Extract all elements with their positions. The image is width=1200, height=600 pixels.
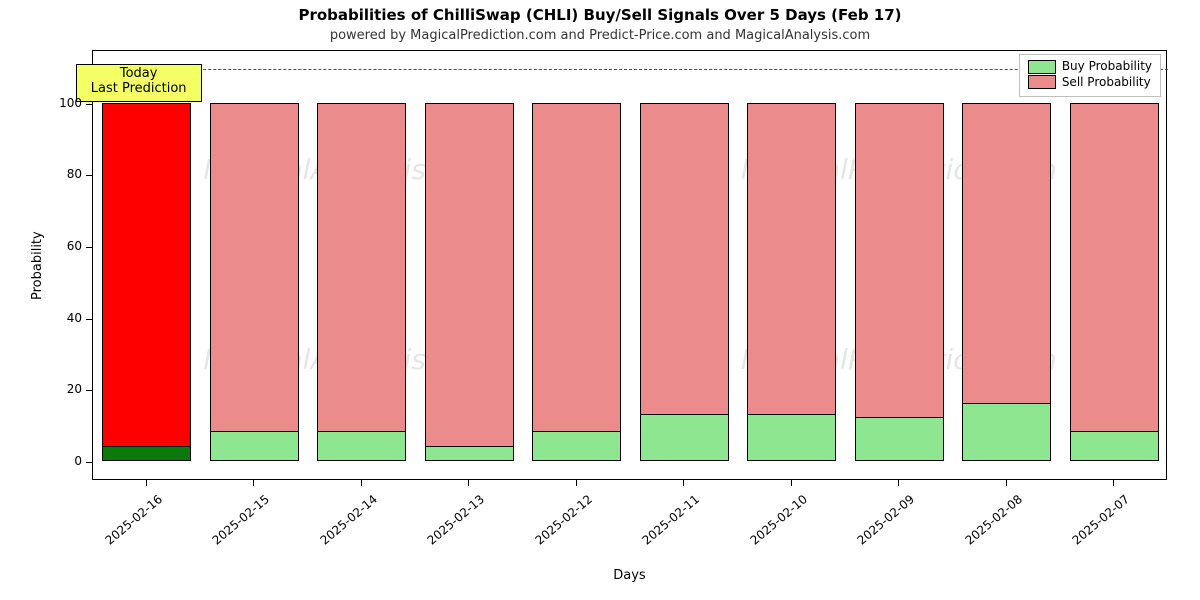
bar-stack xyxy=(532,103,621,461)
bar-segment-buy xyxy=(102,447,191,461)
y-tick-mark xyxy=(86,247,92,248)
y-tick-label: 0 xyxy=(42,454,82,468)
bar-stack xyxy=(855,103,944,461)
bar-segment-sell xyxy=(210,103,299,433)
bar-stack xyxy=(102,103,191,461)
bar-segment-buy xyxy=(855,418,944,461)
x-tick-label: 2025-02-13 xyxy=(409,492,487,561)
bar-stack xyxy=(1070,103,1159,461)
legend-swatch xyxy=(1028,75,1056,89)
chart-title: Probabilities of ChilliSwap (CHLI) Buy/S… xyxy=(0,6,1200,24)
y-tick-label: 20 xyxy=(42,382,82,396)
today-annotation-line2: Last Prediction xyxy=(91,82,187,97)
x-tick-label: 2025-02-11 xyxy=(624,492,702,561)
x-tick-mark xyxy=(1006,480,1007,486)
y-tick-mark xyxy=(86,462,92,463)
bar-segment-buy xyxy=(532,432,621,461)
bar-stack xyxy=(747,103,836,461)
bar-segment-sell xyxy=(855,103,944,418)
reference-hline xyxy=(93,69,1168,70)
legend: Buy ProbabilitySell Probability xyxy=(1019,54,1161,97)
bar-segment-buy xyxy=(962,404,1051,461)
x-tick-mark xyxy=(146,480,147,486)
bar-stack xyxy=(425,103,514,461)
x-tick-label: 2025-02-10 xyxy=(732,492,810,561)
x-tick-label: 2025-02-09 xyxy=(839,492,917,561)
legend-label: Buy Probability xyxy=(1062,59,1152,75)
bar-segment-buy xyxy=(425,447,514,461)
x-tick-mark xyxy=(576,480,577,486)
x-tick-mark xyxy=(683,480,684,486)
bar-segment-sell xyxy=(747,103,836,415)
legend-item: Buy Probability xyxy=(1028,59,1152,75)
bar-stack xyxy=(640,103,729,461)
bar-segment-sell xyxy=(317,103,406,433)
bar-stack xyxy=(962,103,1051,461)
x-tick-label: 2025-02-16 xyxy=(87,492,165,561)
bar-segment-buy xyxy=(640,415,729,462)
legend-label: Sell Probability xyxy=(1062,75,1151,91)
x-tick-label: 2025-02-08 xyxy=(947,492,1025,561)
x-axis-label: Days xyxy=(92,568,1167,583)
y-tick-mark xyxy=(86,175,92,176)
y-tick-label: 80 xyxy=(42,167,82,181)
bar-segment-sell xyxy=(962,103,1051,404)
y-tick-label: 60 xyxy=(42,239,82,253)
y-tick-label: 40 xyxy=(42,311,82,325)
x-tick-label: 2025-02-07 xyxy=(1054,492,1132,561)
x-tick-mark xyxy=(253,480,254,486)
bar-segment-buy xyxy=(317,432,406,461)
x-tick-mark xyxy=(898,480,899,486)
bar-stack xyxy=(210,103,299,461)
y-tick-mark xyxy=(86,390,92,391)
legend-item: Sell Probability xyxy=(1028,75,1152,91)
y-tick-label: 100 xyxy=(42,96,82,110)
x-tick-label: 2025-02-12 xyxy=(517,492,595,561)
x-tick-mark xyxy=(361,480,362,486)
probability-chart: Probabilities of ChilliSwap (CHLI) Buy/S… xyxy=(0,0,1200,600)
bar-segment-buy xyxy=(1070,432,1159,461)
x-tick-label: 2025-02-14 xyxy=(302,492,380,561)
today-annotation: Today Last Prediction xyxy=(76,64,202,102)
bar-segment-buy xyxy=(210,432,299,461)
chart-subtitle: powered by MagicalPrediction.com and Pre… xyxy=(0,28,1200,43)
x-tick-mark xyxy=(791,480,792,486)
plot-area: MagicalAnalysis.comMagicalPrediction.com… xyxy=(92,50,1167,480)
bar-segment-sell xyxy=(102,103,191,447)
x-tick-label: 2025-02-15 xyxy=(194,492,272,561)
bar-segment-sell xyxy=(532,103,621,433)
today-annotation-line1: Today xyxy=(91,67,187,82)
bar-segment-sell xyxy=(1070,103,1159,433)
bar-stack xyxy=(317,103,406,461)
bar-segment-buy xyxy=(747,415,836,462)
bar-segment-sell xyxy=(640,103,729,415)
bar-segment-sell xyxy=(425,103,514,447)
x-tick-mark xyxy=(1113,480,1114,486)
legend-swatch xyxy=(1028,60,1056,74)
x-tick-mark xyxy=(468,480,469,486)
y-tick-mark xyxy=(86,319,92,320)
y-tick-mark xyxy=(86,104,92,105)
